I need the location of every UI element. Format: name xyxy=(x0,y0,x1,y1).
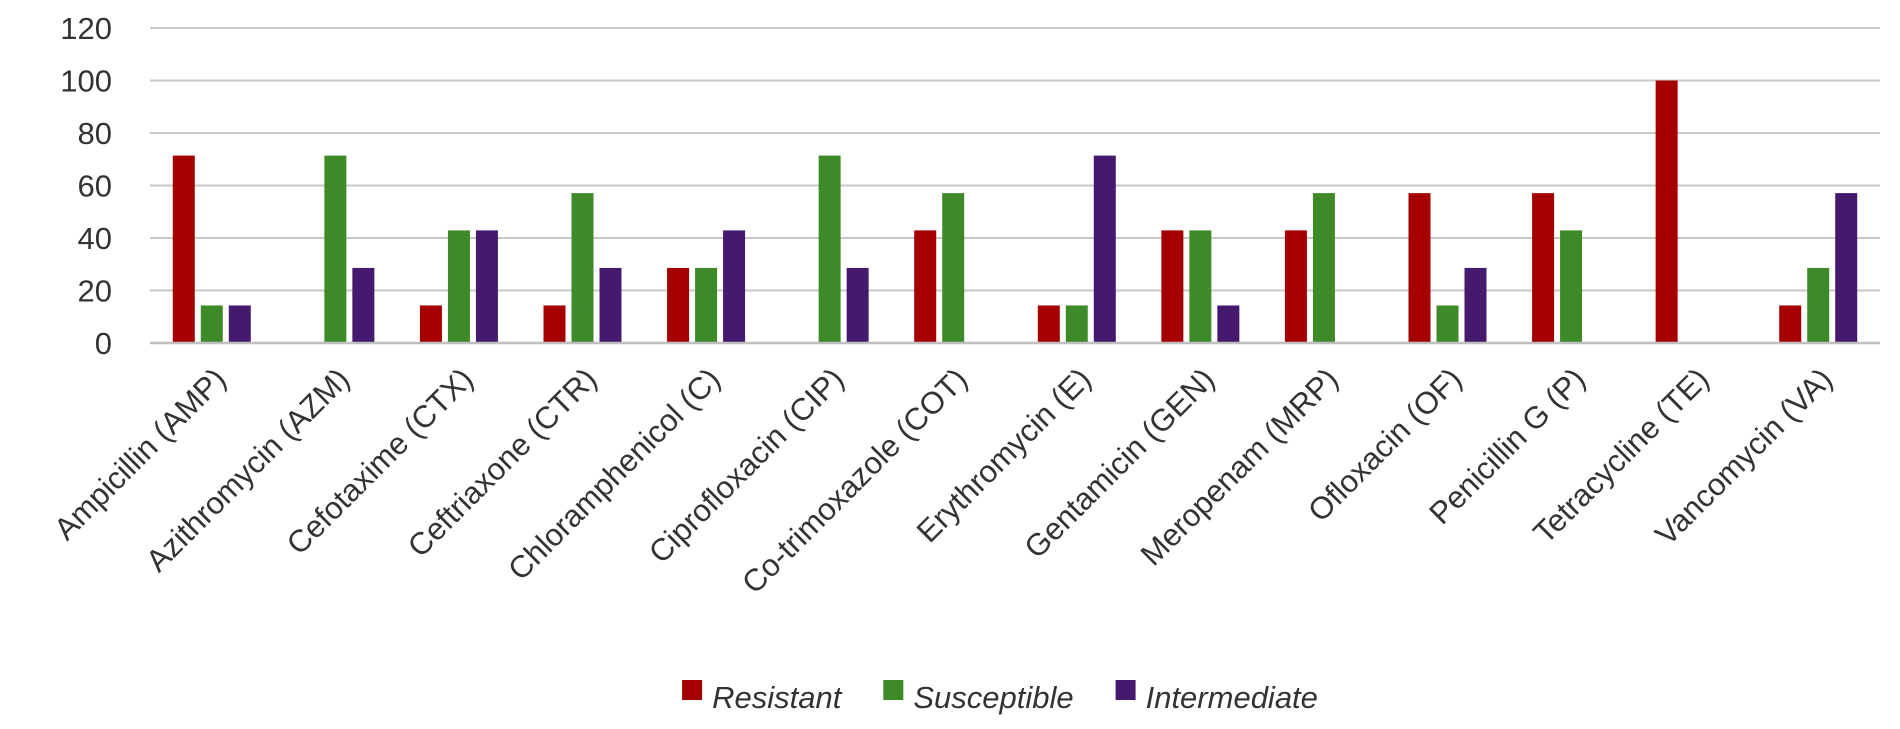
bar-susceptible xyxy=(324,155,347,343)
bar-resistant xyxy=(1532,193,1555,343)
y-tick-label: 80 xyxy=(78,116,112,151)
bar-susceptible xyxy=(447,230,470,343)
bar-group xyxy=(172,155,251,343)
bar-group xyxy=(1779,193,1858,343)
bar-susceptible xyxy=(695,267,718,343)
bar-resistant xyxy=(1284,230,1307,343)
bar-group xyxy=(914,193,965,343)
gridlines xyxy=(150,27,1880,292)
bar-susceptible xyxy=(571,193,594,343)
y-tick-label: 60 xyxy=(78,169,112,204)
bar-group xyxy=(1284,193,1335,343)
bar-intermediate xyxy=(352,267,375,343)
bar-group xyxy=(419,230,498,343)
bar-susceptible xyxy=(200,305,223,343)
legend-swatch xyxy=(682,680,703,700)
bar-resistant xyxy=(1655,80,1678,343)
legend-item: Resistant xyxy=(682,680,843,715)
bars xyxy=(172,80,1858,343)
y-tick-label: 100 xyxy=(60,64,112,99)
x-tick-label: Co-trimoxazole (COT) xyxy=(735,361,974,600)
bar-intermediate xyxy=(846,267,869,343)
bar-resistant xyxy=(1779,305,1802,343)
bar-group xyxy=(1161,230,1240,343)
bar-susceptible xyxy=(942,193,965,343)
bar-group xyxy=(1408,193,1487,343)
legend-swatch xyxy=(1115,680,1136,700)
bar-intermediate xyxy=(228,305,251,343)
bar-group xyxy=(818,155,869,343)
y-axis-ticks: 0 20 40 60 80 100 120 xyxy=(60,11,112,361)
bar-resistant xyxy=(172,155,195,343)
x-axis-labels: Ampicillin (AMP)Azithromycin (AZM)Cefota… xyxy=(47,361,1839,600)
x-tick-label: Azithromycin (AZM) xyxy=(139,361,356,578)
bar-intermediate xyxy=(1217,305,1240,343)
bar-susceptible xyxy=(1560,230,1583,343)
bar-intermediate xyxy=(599,267,622,343)
y-tick-label: 120 xyxy=(60,11,112,46)
bar-intermediate xyxy=(1093,155,1116,343)
bar-susceptible xyxy=(1436,305,1459,343)
bar-intermediate xyxy=(723,230,746,343)
legend-label: Intermediate xyxy=(1146,680,1318,715)
legend-item: Susceptible xyxy=(883,680,1074,715)
bar-intermediate xyxy=(475,230,498,343)
bar-group xyxy=(1037,155,1116,343)
bar-resistant xyxy=(667,267,690,343)
bar-resistant xyxy=(1161,230,1184,343)
bar-susceptible xyxy=(818,155,841,343)
bar-resistant xyxy=(914,230,937,343)
bar-resistant xyxy=(419,305,442,343)
y-tick-label: 40 xyxy=(78,221,112,256)
bar-resistant xyxy=(543,305,566,343)
bar-group xyxy=(1655,80,1678,343)
bar-group xyxy=(543,193,622,343)
bar-susceptible xyxy=(1807,267,1830,343)
bar-intermediate xyxy=(1464,267,1487,343)
y-tick-label: 0 xyxy=(95,326,112,361)
bar-group xyxy=(667,230,746,343)
legend-label: Susceptible xyxy=(913,680,1073,715)
bar-group xyxy=(1532,193,1583,343)
x-tick-label: Chloramphenicol (C) xyxy=(501,361,727,587)
y-tick-label: 20 xyxy=(78,274,112,309)
bar-susceptible xyxy=(1065,305,1088,343)
bar-susceptible xyxy=(1189,230,1212,343)
legend-item: Intermediate xyxy=(1115,680,1318,715)
bar-susceptible xyxy=(1312,193,1335,343)
bar-resistant xyxy=(1408,193,1431,343)
bar-group xyxy=(324,155,375,343)
bar-resistant xyxy=(1037,305,1060,343)
legend: Resistant Susceptible Intermediate xyxy=(682,680,1318,715)
legend-swatch xyxy=(883,680,904,700)
bar-intermediate xyxy=(1835,193,1858,343)
legend-label: Resistant xyxy=(712,680,843,715)
